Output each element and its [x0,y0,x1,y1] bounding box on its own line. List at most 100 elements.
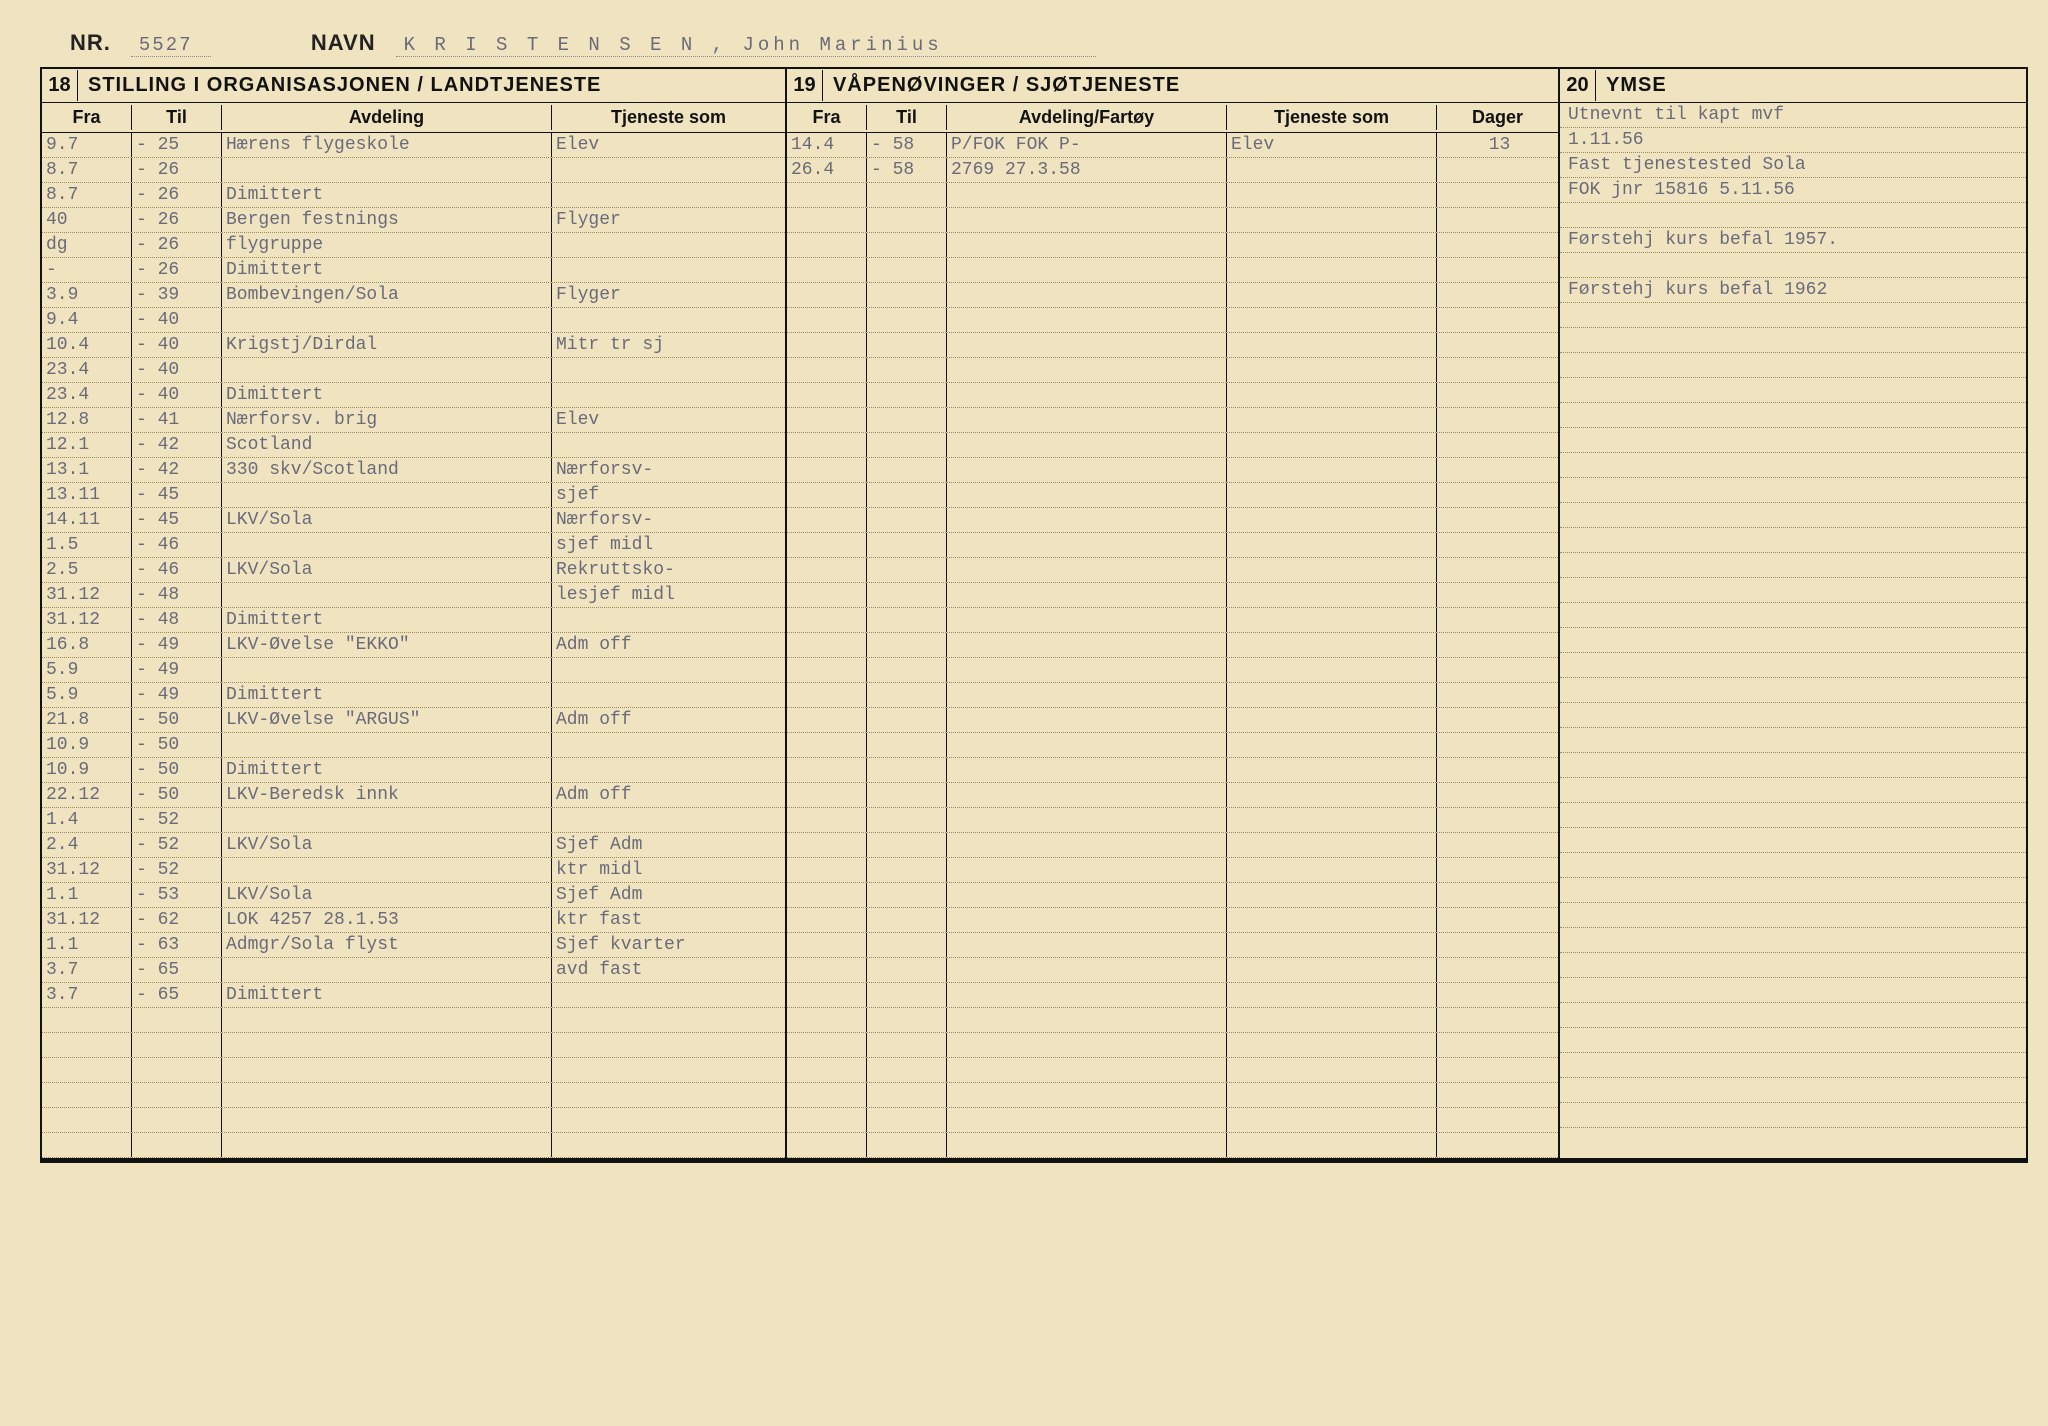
cell-tjeneste [1227,908,1437,932]
cell-fra: 40 [42,208,132,232]
cell-dager [1437,883,1558,907]
cell-tjeneste [1227,358,1437,382]
section-19: 19 VÅPENØVINGER / SJØTJENESTE Fra Til Av… [787,69,1560,1158]
cell-tjeneste [1227,833,1437,857]
cell-avdeling-fartoy: 2769 27.3.58 [947,158,1227,182]
cell-avdeling: Bombevingen/Sola [222,283,552,307]
table-row [787,908,1558,933]
ymse-line [1560,353,2026,378]
table-row: 16.8- 49LKV-Øvelse "EKKO"Adm off [42,633,785,658]
cell-fra [787,908,867,932]
cell-avdeling: Dimittert [222,983,552,1007]
cell-avdeling [222,158,552,182]
cell-avdeling-fartoy [947,958,1227,982]
cell-fra [787,583,867,607]
cell-til [867,633,947,657]
cell-dager [1437,683,1558,707]
cell-fra: 5.9 [42,683,132,707]
cell-tjeneste [552,1033,785,1057]
ymse-line [1560,728,2026,753]
cell-tjeneste [552,1058,785,1082]
cell-tjeneste [552,733,785,757]
table-row [787,708,1558,733]
table-row: 3.9- 39Bombevingen/SolaFlyger [42,283,785,308]
ymse-line [1560,553,2026,578]
cell-avdeling-fartoy [947,458,1227,482]
cell-tjeneste [1227,433,1437,457]
cell-dager [1437,858,1558,882]
cell-til: - 26 [132,158,222,182]
table-row [42,1108,785,1133]
cell-avdeling [222,1008,552,1032]
ymse-line [1560,378,2026,403]
cell-dager [1437,183,1558,207]
cell-dager [1437,1033,1558,1057]
cell-tjeneste [1227,183,1437,207]
cell-til: - 25 [132,133,222,157]
cell-til [132,1033,222,1057]
cell-avdeling [222,858,552,882]
cell-fra: 23.4 [42,358,132,382]
cell-tjeneste [1227,233,1437,257]
ymse-line [1560,403,2026,428]
cell-tjeneste [1227,883,1437,907]
cell-avdeling-fartoy [947,733,1227,757]
cell-fra: dg [42,233,132,257]
table-row: 13.11- 45sjef [42,483,785,508]
cell-avdeling: Scotland [222,433,552,457]
cell-avdeling: LOK 4257 28.1.53 [222,908,552,932]
col-til: Til [867,105,947,130]
table-row: 10.4- 40Krigstj/DirdalMitr tr sj [42,333,785,358]
cell-tjeneste [1227,158,1437,182]
cell-tjeneste [1227,383,1437,407]
cell-fra [787,633,867,657]
cell-til [867,508,947,532]
cell-tjeneste [1227,808,1437,832]
cell-til [867,258,947,282]
cell-fra [787,308,867,332]
ymse-line [1560,928,2026,953]
table-row [787,233,1558,258]
cell-dager [1437,983,1558,1007]
table-row [787,883,1558,908]
cell-dager [1437,833,1558,857]
section-20-num: 20 [1560,70,1596,101]
ymse-line [1560,778,2026,803]
cell-tjeneste [1227,208,1437,232]
table-row [787,508,1558,533]
section-20: 20 YMSE Utnevnt til kapt mvf1.11.56Fast … [1560,69,2026,1158]
cell-avdeling-fartoy [947,933,1227,957]
cell-til: - 50 [132,783,222,807]
cell-avdeling-fartoy [947,508,1227,532]
table-row [787,433,1558,458]
cell-til: - 40 [132,358,222,382]
table-row [787,533,1558,558]
table-row [787,633,1558,658]
cell-avdeling [222,308,552,332]
col-tjeneste: Tjeneste som [552,105,785,130]
cell-tjeneste [552,258,785,282]
cell-til: - 58 [867,133,947,157]
cell-avdeling: LKV-Øvelse "EKKO" [222,633,552,657]
col-avdeling-fartoy: Avdeling/Fartøy [947,105,1227,130]
cell-tjeneste [552,308,785,332]
cell-avdeling-fartoy [947,483,1227,507]
cell-fra: 8.7 [42,183,132,207]
table-row: 3.7- 65avd fast [42,958,785,983]
cell-tjeneste [1227,1008,1437,1032]
cell-fra: 31.12 [42,858,132,882]
cell-tjeneste [552,233,785,257]
cell-avdeling [222,533,552,557]
ymse-line: Førstehj kurs befal 1957. [1560,228,2026,253]
cell-avdeling [222,1133,552,1157]
cell-tjeneste [1227,533,1437,557]
cell-avdeling-fartoy [947,1058,1227,1082]
cell-fra [787,558,867,582]
table-row [787,1033,1558,1058]
section-18-num: 18 [42,70,78,101]
cell-avdeling: Dimittert [222,683,552,707]
cell-fra [787,658,867,682]
cell-til: - 65 [132,983,222,1007]
cell-fra: 9.7 [42,133,132,157]
cell-fra [42,1008,132,1032]
